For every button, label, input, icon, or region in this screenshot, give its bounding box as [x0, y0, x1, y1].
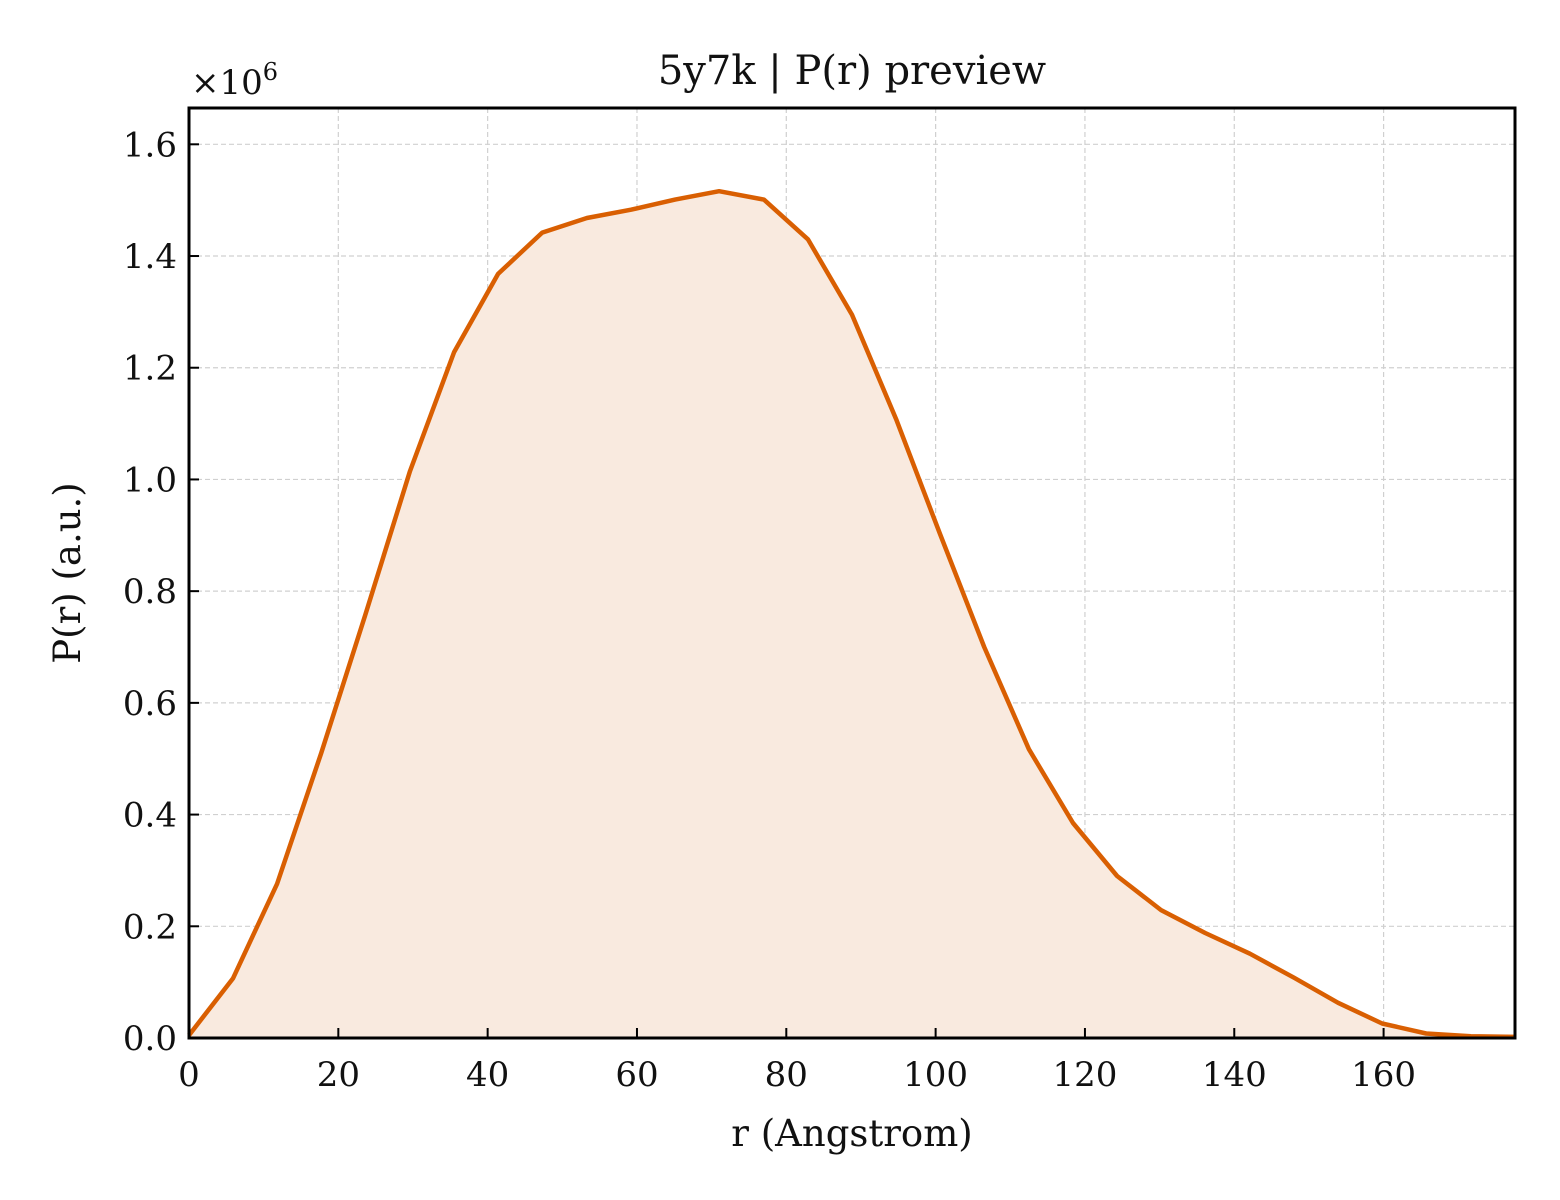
x-tick-label: 80 — [765, 1055, 808, 1095]
y-axis-label: P(r) (a.u.) — [46, 482, 89, 664]
y-tick-label: 1.0 — [123, 460, 177, 500]
x-tick-label: 140 — [1202, 1055, 1267, 1095]
chart-title: 5y7k | P(r) preview — [658, 48, 1046, 94]
x-tick-label: 0 — [178, 1055, 200, 1095]
x-tick-label: 100 — [903, 1055, 968, 1095]
x-tick-label: 120 — [1052, 1055, 1117, 1095]
y-tick-label: 1.4 — [123, 237, 177, 277]
x-tick-label: 20 — [317, 1055, 360, 1095]
axis-ticks — [188, 143, 1385, 1039]
y-tick-label: 0.4 — [123, 796, 177, 836]
series-area-fill — [189, 191, 1515, 1038]
y-tick-label: 0.0 — [123, 1019, 177, 1059]
y-tick-label: 1.2 — [123, 349, 177, 389]
y-multiplier-exponent: 6 — [263, 58, 278, 86]
tick-labels: 0 20 40 60 80 100 120 140 160 0.0 0.2 0.4 0.6 0.8 1.0 1… — [123, 125, 1416, 1095]
y-tick-label: 0.2 — [123, 907, 177, 947]
x-tick-label: 60 — [615, 1055, 658, 1095]
x-tick-label: 160 — [1351, 1055, 1416, 1095]
y-multiplier-base: ×10 — [191, 63, 263, 103]
plot-frame — [187, 106, 1517, 1040]
y-multiplier-label: ×106 — [191, 58, 278, 103]
y-tick-label: 0.8 — [123, 572, 177, 612]
y-tick-label: 1.6 — [123, 125, 177, 165]
series-line — [187, 188, 1516, 1040]
x-axis-label: r (Angstrom) — [731, 1112, 972, 1155]
y-tick-label: 0.6 — [123, 684, 177, 724]
x-tick-label: 40 — [466, 1055, 509, 1095]
